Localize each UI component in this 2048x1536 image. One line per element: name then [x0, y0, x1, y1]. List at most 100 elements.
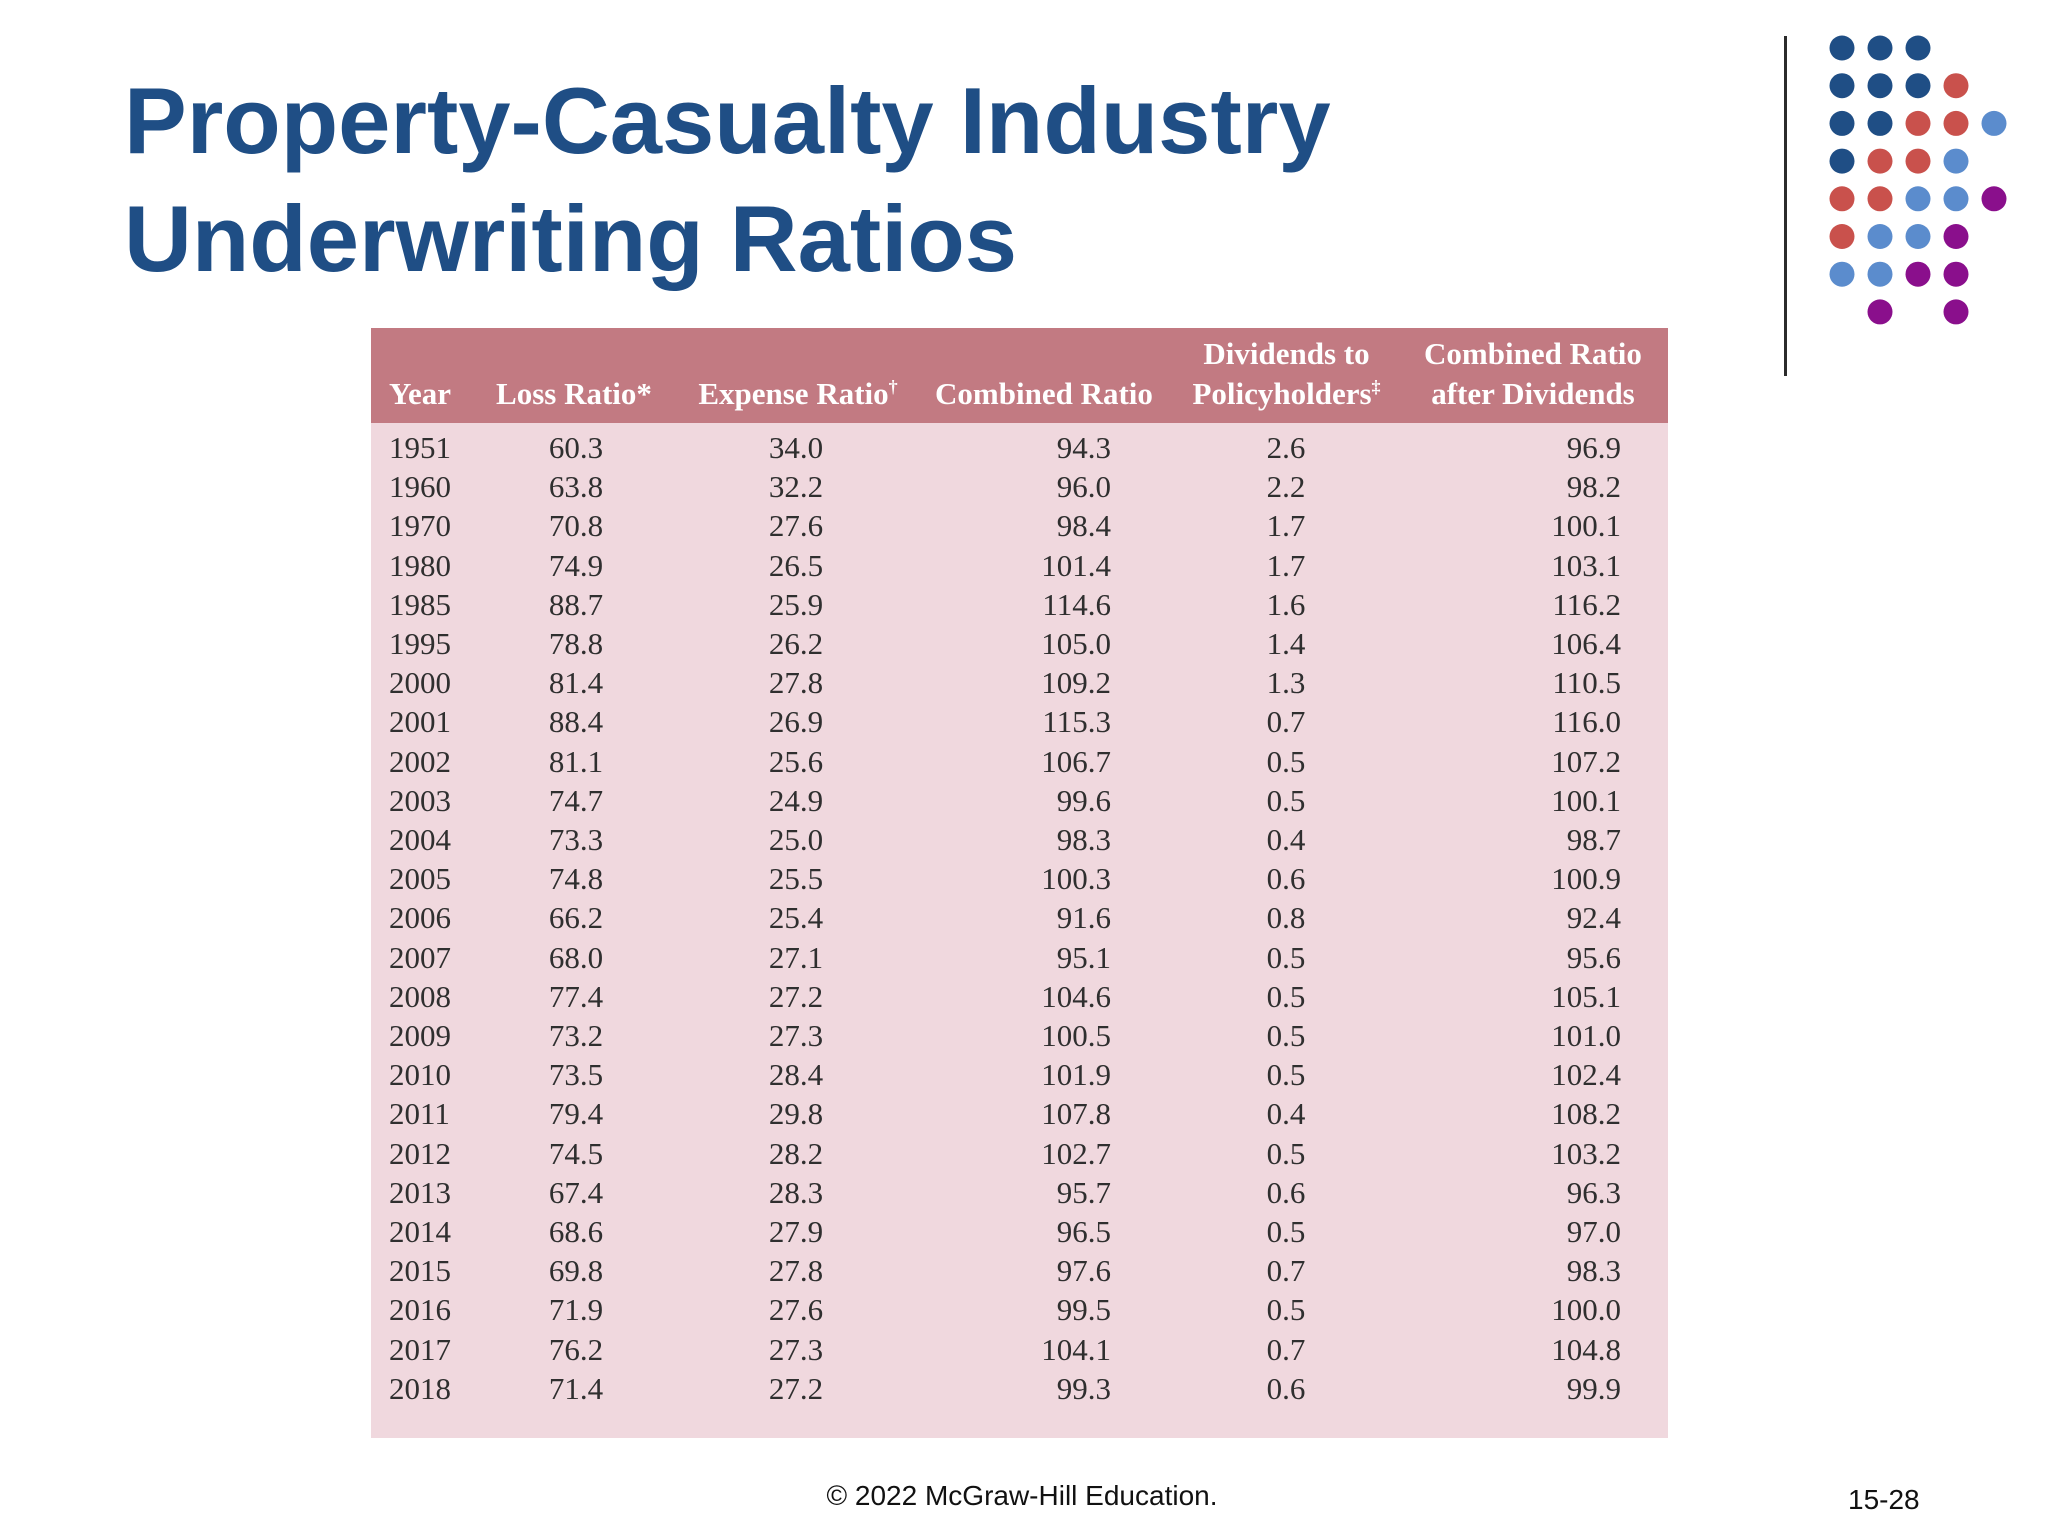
cell-expense-ratio: 25.5: [768, 861, 824, 897]
cell-dividends: 0.4: [1266, 822, 1306, 857]
cell-loss-ratio: 77.4: [548, 978, 604, 1014]
cell-combined-ratio: 101.9: [1041, 1057, 1111, 1093]
cell-year: 2010: [389, 1057, 451, 1093]
cell-loss-ratio: 73.2: [548, 1018, 604, 1053]
cell-loss-ratio: 88.4: [548, 704, 604, 740]
decorative-dot: [1867, 299, 1893, 325]
cell-combined-after-dividends: 105.1: [1551, 978, 1621, 1014]
decorative-dot: [1867, 110, 1893, 136]
cell-loss-ratio: 71.4: [548, 1370, 604, 1406]
decorative-dot: [1905, 35, 1931, 61]
cell-expense-ratio: 25.4: [768, 900, 824, 936]
cell-combined-after-dividends: 103.1: [1551, 547, 1621, 583]
cell-year: 2005: [389, 861, 451, 897]
cell-year: 2015: [389, 1253, 451, 1289]
cell-year: 2006: [389, 900, 451, 936]
header-loss-ratio-label: Loss Ratio*: [496, 376, 652, 411]
decorative-dot: [1905, 224, 1931, 249]
cell-expense-ratio: 34.0: [768, 430, 824, 465]
table-row: 2012 74.5 28.2 102.7 0.5 103.2: [371, 1134, 1668, 1173]
decorative-dot: [1905, 148, 1931, 174]
header-expense-footnote-mark: †: [888, 376, 898, 397]
header-dividends-line-1: Dividends to: [1203, 336, 1370, 371]
underwriting-ratios-table: Year Loss Ratio* Expense Ratio† Combined…: [371, 328, 1668, 1438]
table-row: 2014 68.6 27.9 96.5 0.5 97.0: [371, 1212, 1668, 1251]
cell-combined-ratio: 106.7: [1041, 743, 1111, 779]
cell-combined-ratio: 104.6: [1041, 978, 1111, 1014]
cell-combined-ratio: 95.1: [1056, 939, 1111, 975]
cell-year: 2008: [389, 978, 451, 1014]
cell-combined-after-dividends: 100.1: [1551, 782, 1621, 818]
decorative-dot: [1829, 73, 1855, 99]
cell-expense-ratio: 26.5: [768, 547, 824, 583]
header-dividends-line-2: Policyholders: [1192, 376, 1372, 411]
decorative-dot: [1943, 299, 1969, 325]
cell-dividends: 0.5: [1266, 1292, 1306, 1328]
cell-loss-ratio: 60.3: [548, 430, 604, 465]
cell-dividends: 0.6: [1266, 1174, 1306, 1210]
cell-loss-ratio: 76.2: [548, 1331, 604, 1367]
cell-loss-ratio: 68.0: [548, 939, 604, 975]
cell-expense-ratio: 27.6: [768, 508, 824, 544]
table-row: 2011 79.4 29.8 107.8 0.4 108.2: [371, 1094, 1668, 1133]
decorative-dot: [1867, 224, 1893, 249]
decorative-dot: [1981, 110, 2007, 136]
table-row: 2009 73.2 27.3 100.5 0.5 101.0: [371, 1016, 1668, 1055]
cell-expense-ratio: 25.0: [768, 822, 824, 857]
cell-dividends: 0.7: [1266, 704, 1306, 740]
cell-dividends: 2.2: [1266, 469, 1306, 505]
cell-year: 1980: [389, 547, 451, 583]
cell-combined-after-dividends: 92.4: [1566, 900, 1621, 936]
cell-loss-ratio: 79.4: [548, 1096, 604, 1132]
cell-combined-ratio: 94.3: [1056, 430, 1111, 465]
decorative-dot: [1867, 148, 1893, 174]
header-after-line-1: Combined Ratio: [1424, 336, 1642, 371]
cell-combined-ratio: 104.1: [1041, 1331, 1111, 1367]
cell-dividends: 0.6: [1266, 1370, 1306, 1406]
cell-dividends: 0.7: [1266, 1331, 1306, 1367]
cell-dividends: 0.6: [1266, 861, 1306, 897]
header-loss-ratio: Loss Ratio*: [489, 374, 659, 414]
cell-loss-ratio: 69.8: [548, 1253, 604, 1289]
decorative-dot: [1943, 110, 1969, 136]
cell-year: 2013: [389, 1174, 451, 1210]
cell-loss-ratio: 71.9: [548, 1292, 604, 1328]
cell-loss-ratio: 78.8: [548, 626, 604, 661]
cell-loss-ratio: 66.2: [548, 900, 604, 936]
cell-dividends: 0.5: [1266, 978, 1306, 1014]
cell-year: 2016: [389, 1292, 451, 1328]
cell-loss-ratio: 81.1: [548, 743, 604, 779]
cell-expense-ratio: 28.3: [768, 1174, 824, 1210]
cell-expense-ratio: 28.2: [768, 1135, 824, 1171]
header-year: Year: [389, 374, 461, 414]
decorative-dot: [1867, 73, 1893, 99]
cell-combined-after-dividends: 110.5: [1552, 665, 1621, 701]
cell-expense-ratio: 27.2: [768, 978, 824, 1014]
decorative-dot: [1905, 110, 1931, 136]
cell-loss-ratio: 67.4: [548, 1174, 604, 1210]
cell-expense-ratio: 32.2: [768, 469, 824, 505]
cell-combined-after-dividends: 116.0: [1552, 704, 1621, 740]
decorative-dot: [1829, 261, 1855, 287]
cell-combined-after-dividends: 104.8: [1551, 1331, 1621, 1367]
cell-year: 2009: [389, 1018, 451, 1053]
table-row: 2015 69.8 27.8 97.6 0.7 98.3: [371, 1251, 1668, 1290]
cell-dividends: 0.5: [1266, 743, 1306, 779]
cell-year: 1970: [389, 508, 451, 544]
table-row: 2002 81.1 25.6 106.7 0.5 107.2: [371, 742, 1668, 781]
cell-combined-after-dividends: 98.2: [1566, 469, 1621, 505]
cell-combined-after-dividends: 100.0: [1551, 1292, 1621, 1328]
decorative-dot: [1943, 148, 1969, 174]
cell-combined-ratio: 102.7: [1041, 1135, 1111, 1171]
table-row: 2018 71.4 27.2 99.3 0.6 99.9: [371, 1369, 1668, 1408]
header-year-label: Year: [389, 376, 451, 411]
header-dividends: Dividends to Policyholders‡: [1179, 334, 1394, 414]
table-row: 1995 78.8 26.2 105.0 1.4 106.4: [371, 624, 1668, 663]
table-header: Year Loss Ratio* Expense Ratio† Combined…: [371, 328, 1668, 423]
cell-combined-ratio: 95.7: [1056, 1174, 1111, 1210]
cell-combined-ratio: 115.3: [1042, 704, 1111, 740]
cell-year: 2004: [389, 822, 451, 857]
cell-expense-ratio: 27.1: [768, 939, 824, 975]
cell-loss-ratio: 73.3: [548, 822, 604, 857]
header-expense-ratio: Expense Ratio†: [683, 374, 913, 414]
